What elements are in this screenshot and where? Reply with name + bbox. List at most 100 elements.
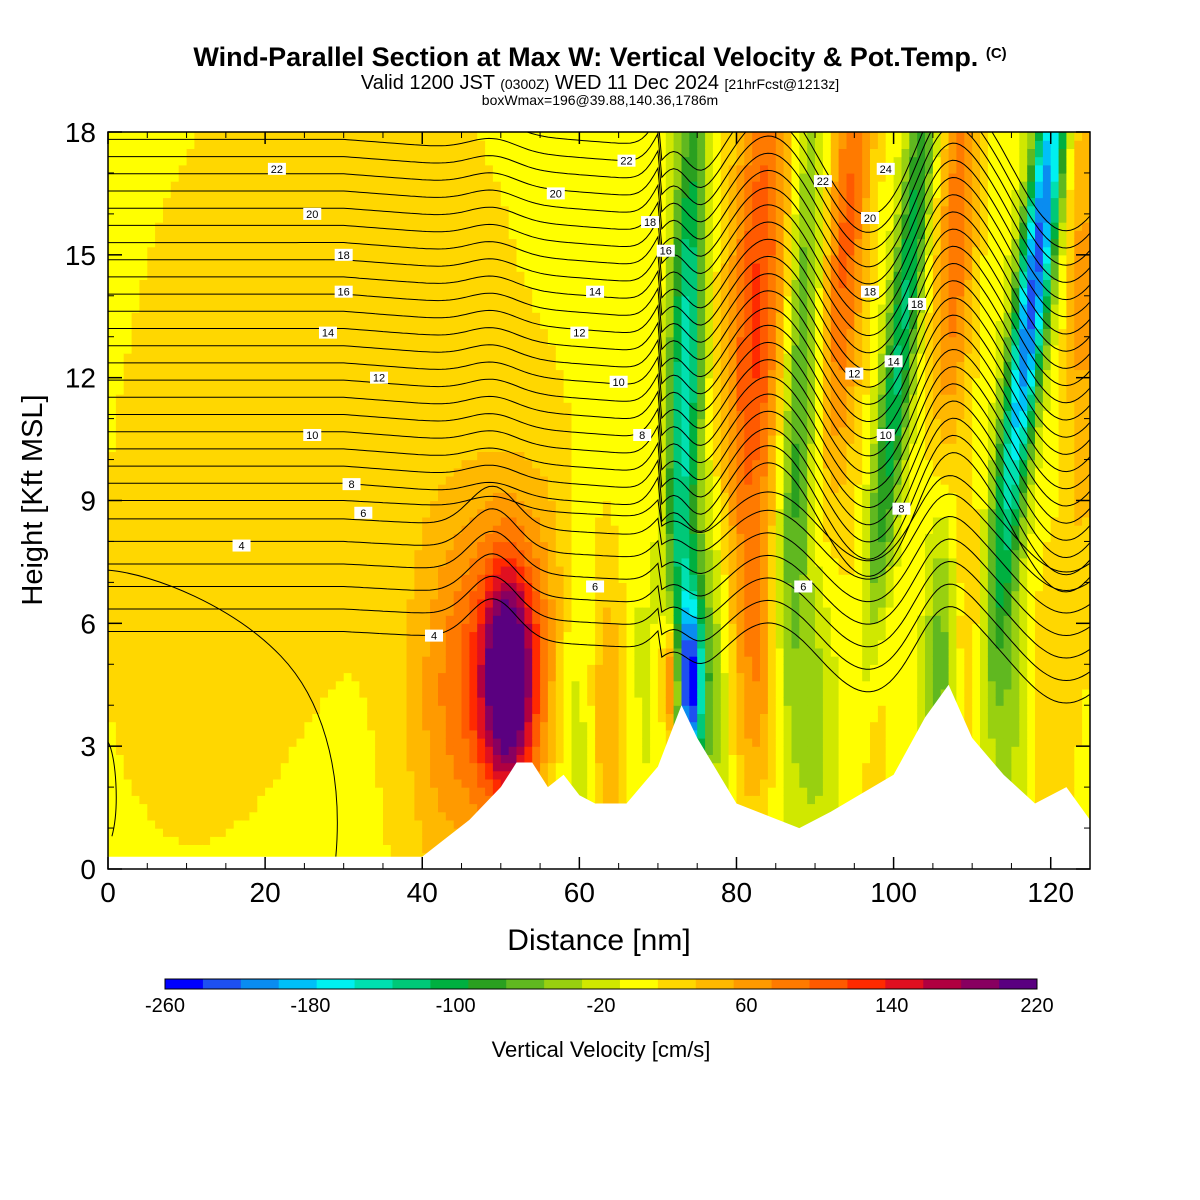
colorbar-swatch [657,979,697,989]
theta-contour-line [108,575,1090,682]
colorbar-swatch [354,979,393,989]
colorbar-title: Vertical Velocity [cm/s] [492,1037,711,1062]
theta-label: 8 [892,502,911,516]
colorbar-swatch [582,979,621,989]
theta-contour-line [108,553,1090,659]
theta-contour-line [108,280,1090,421]
theta-label: 20 [546,187,565,200]
colorbar-swatch [240,979,280,989]
x-tick-label: 120 [1027,877,1074,908]
theta-label-text: 18 [864,287,876,299]
theta-label: 18 [908,297,927,311]
theta-label-text: 16 [338,287,350,299]
theta-label: 18 [334,248,353,262]
theta-label: 6 [354,506,373,520]
theta-label-text: 6 [800,581,806,593]
theta-label-text: 12 [848,369,860,381]
theta-label-text: 18 [911,299,923,311]
x-tick-label: 40 [407,877,438,908]
colorbar-tick-label: -100 [436,995,476,1017]
theta-label-text: 18 [644,217,656,229]
theta-contour-line [525,132,1090,232]
x-tick-label: 80 [721,877,752,908]
plot-area: 22 20 18 16 14 12 10 8 6 4 4 22 20 18 16 14 12 10 8 6 22 24 20… [108,132,1090,869]
colorbar-swatch [885,979,924,989]
theta-label: 10 [876,428,895,442]
theta-label: 24 [876,162,895,176]
colorbar-tick-label: -260 [145,995,185,1017]
colorbar-swatch [316,979,356,989]
theta-label-text: 6 [592,581,598,593]
colorbar-tick-label: 60 [735,995,757,1017]
theta-contour-line [108,194,1090,335]
theta-label: 10 [609,375,628,389]
colorbar-swatch [468,979,507,989]
theta-label-text: 12 [373,373,385,385]
theta-contours [108,132,1090,857]
theta-contour-line [108,176,1090,318]
chart-subtitle: Valid 1200 JST (0300Z) WED 11 Dec 2024 [… [360,72,840,94]
colorbar-swatch [809,979,848,989]
theta-contour-line [108,159,1090,301]
theta-label-text: 12 [573,328,585,340]
theta-label-text: 24 [880,164,892,176]
colorbar-swatch [771,979,811,989]
theta-label-text: 22 [271,164,283,176]
x-tick-label: 20 [250,877,281,908]
theta-label: 12 [845,367,864,381]
theta-contour-line [108,314,1090,455]
axes: 0 20 40 60 80 100 120 0 3 6 9 12 15 18 [65,117,1090,908]
y-tick-label: 18 [65,117,96,148]
theta-label-text: 14 [887,356,899,368]
colorbar-swatch [430,979,469,989]
theta-label-text: 20 [306,209,318,221]
theta-label: 6 [586,580,605,593]
colorbar-swatch [202,979,242,989]
theta-label: 12 [370,371,389,385]
theta-label: 16 [656,244,675,258]
theta-label-text: 14 [589,287,601,299]
y-tick-label: 3 [80,731,96,762]
theta-label: 14 [884,355,903,368]
theta-contour-line [108,366,1090,507]
colorbar-tick-label: 140 [875,995,908,1017]
y-tick-label: 15 [65,240,96,271]
theta-label: 14 [318,326,337,340]
terrain-mask [108,684,1090,869]
theta-label: 12 [570,326,589,340]
theta-label-text: 22 [817,176,829,188]
colorbar: -260 -180 -100 -20 60 140 220 [145,978,1054,1017]
colorbar-frame [164,978,1038,990]
theta-label: 18 [861,285,880,299]
theta-label: 20 [303,207,322,221]
theta-label-text: 20 [550,188,562,200]
y-tick-label: 6 [80,608,96,639]
theta-label-text: 4 [238,541,244,553]
theta-contour-line [108,530,1090,637]
colorbar-swatch [695,979,735,989]
x-tick-label: 100 [870,877,917,908]
theta-contour-line [108,485,1090,592]
colorbar-swatch [165,979,204,989]
theta-contour-line [108,297,1090,438]
theta-label-text: 22 [620,156,632,168]
colorbar-swatch [544,979,583,989]
colorbar-swatch [392,979,431,989]
colorbar-swatch [961,979,1000,989]
theta-contour-line [108,211,1090,352]
theta-label: 4 [232,539,251,553]
theta-label-text: 18 [338,250,350,262]
theta-label: 20 [861,211,880,225]
theta-label-text: 16 [660,246,672,258]
theta-label: 18 [641,216,660,229]
y-tick-label: 9 [80,486,96,517]
theta-label-text: 10 [880,430,892,442]
theta-label-text: 8 [639,430,645,442]
x-axis-title: Distance [nm] [507,924,690,957]
x-tick-label: 60 [564,877,595,908]
y-tick-label: 0 [80,854,96,885]
theta-contour-line [108,741,117,837]
colorbar-swatch [999,979,1038,989]
theta-label-text: 14 [322,328,334,340]
